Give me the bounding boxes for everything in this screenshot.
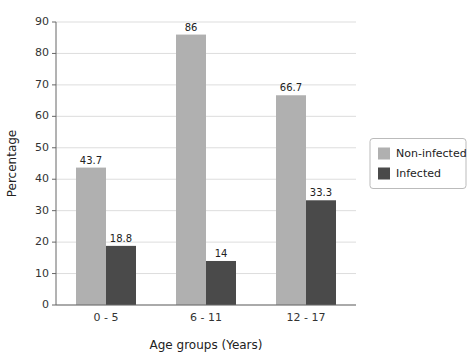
y-tick [52, 210, 56, 211]
grid-line [56, 305, 356, 306]
y-tick [52, 242, 56, 243]
y-tick-label: 50 [35, 141, 49, 154]
bar [76, 168, 106, 305]
chart-svg: 0 10 20 30 40 50 60 70 80 90 43.7 86 66.7 18.8 14 33.3 0… [0, 0, 474, 361]
legend-swatch [378, 148, 390, 160]
y-tick [52, 147, 56, 148]
y-tick-label: 20 [35, 235, 49, 248]
y-tick [52, 116, 56, 117]
y-tick-label: 90 [35, 15, 49, 28]
x-axis-line [56, 305, 356, 306]
data-labels: 43.7 86 66.7 18.8 14 33.3 [80, 22, 332, 259]
legend-label: Non-infected [396, 147, 467, 160]
grid [56, 22, 356, 305]
y-axis-label: Percentage [5, 130, 19, 198]
legend-swatch [378, 168, 390, 180]
legend: Non-infected Infected [370, 139, 467, 189]
y-tick [52, 53, 56, 54]
bar [106, 246, 136, 305]
bar [176, 35, 206, 305]
bar [306, 200, 336, 305]
y-tick-label: 0 [42, 298, 49, 311]
data-label: 66.7 [280, 82, 302, 93]
y-axis-line [56, 22, 57, 305]
y-tick [52, 22, 56, 23]
y-tick-label: 30 [35, 204, 49, 217]
y-tick [52, 305, 56, 306]
y-tick-label: 80 [35, 46, 49, 59]
y-tick-label: 60 [35, 109, 49, 122]
chart-container: 0 10 20 30 40 50 60 70 80 90 43.7 86 66.7 18.8 14 33.3 0… [0, 0, 474, 361]
x-tick-label: 0 - 5 [94, 311, 119, 324]
y-tick [52, 273, 56, 274]
y-tick-label: 10 [35, 267, 49, 280]
legend-box [370, 139, 466, 189]
bars [76, 35, 336, 305]
y-tick-label: 70 [35, 78, 49, 91]
legend-label: Infected [396, 167, 441, 180]
x-axis-label: Age groups (Years) [150, 338, 263, 352]
x-tick-label: 6 - 11 [190, 311, 222, 324]
grid-line [56, 22, 356, 23]
data-label: 14 [215, 248, 228, 259]
bar [276, 95, 306, 305]
y-tick [52, 84, 56, 85]
y-tick-label: 40 [35, 172, 49, 185]
y-tick [52, 179, 56, 180]
data-label: 33.3 [310, 187, 332, 198]
data-label: 43.7 [80, 155, 102, 166]
data-label: 18.8 [110, 233, 132, 244]
x-tick-label: 12 - 17 [287, 311, 326, 324]
data-label: 86 [185, 22, 198, 33]
bar [206, 261, 236, 305]
